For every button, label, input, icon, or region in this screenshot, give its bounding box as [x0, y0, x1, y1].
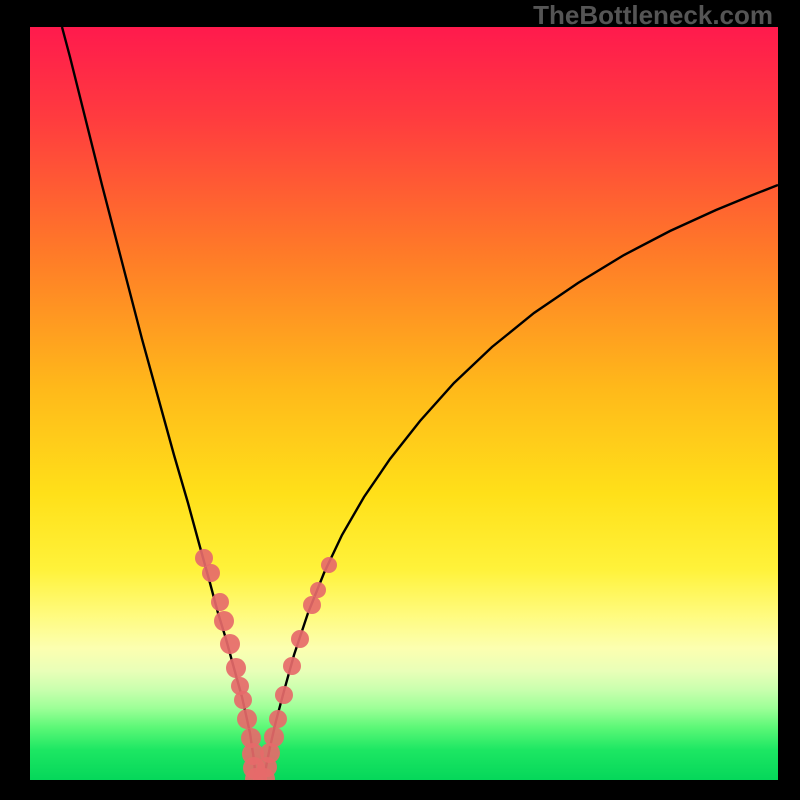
- curve-right: [264, 185, 778, 780]
- data-marker: [211, 593, 229, 611]
- border-right: [778, 0, 800, 800]
- chart-canvas: TheBottleneck.com: [0, 0, 800, 800]
- data-marker: [310, 582, 326, 598]
- data-marker: [283, 657, 301, 675]
- data-marker: [237, 709, 257, 729]
- border-left: [0, 0, 30, 800]
- curve-layer: [30, 27, 778, 780]
- data-marker: [291, 630, 309, 648]
- data-marker: [226, 658, 246, 678]
- data-marker: [269, 710, 287, 728]
- data-marker: [220, 634, 240, 654]
- data-marker: [195, 549, 213, 567]
- data-marker: [321, 557, 337, 573]
- data-marker: [303, 596, 321, 614]
- data-marker: [234, 691, 252, 709]
- plot-area: [30, 27, 778, 780]
- data-marker: [264, 727, 284, 747]
- watermark-text: TheBottleneck.com: [533, 0, 773, 31]
- data-marker: [214, 611, 234, 631]
- data-marker: [275, 686, 293, 704]
- border-bottom: [0, 780, 800, 800]
